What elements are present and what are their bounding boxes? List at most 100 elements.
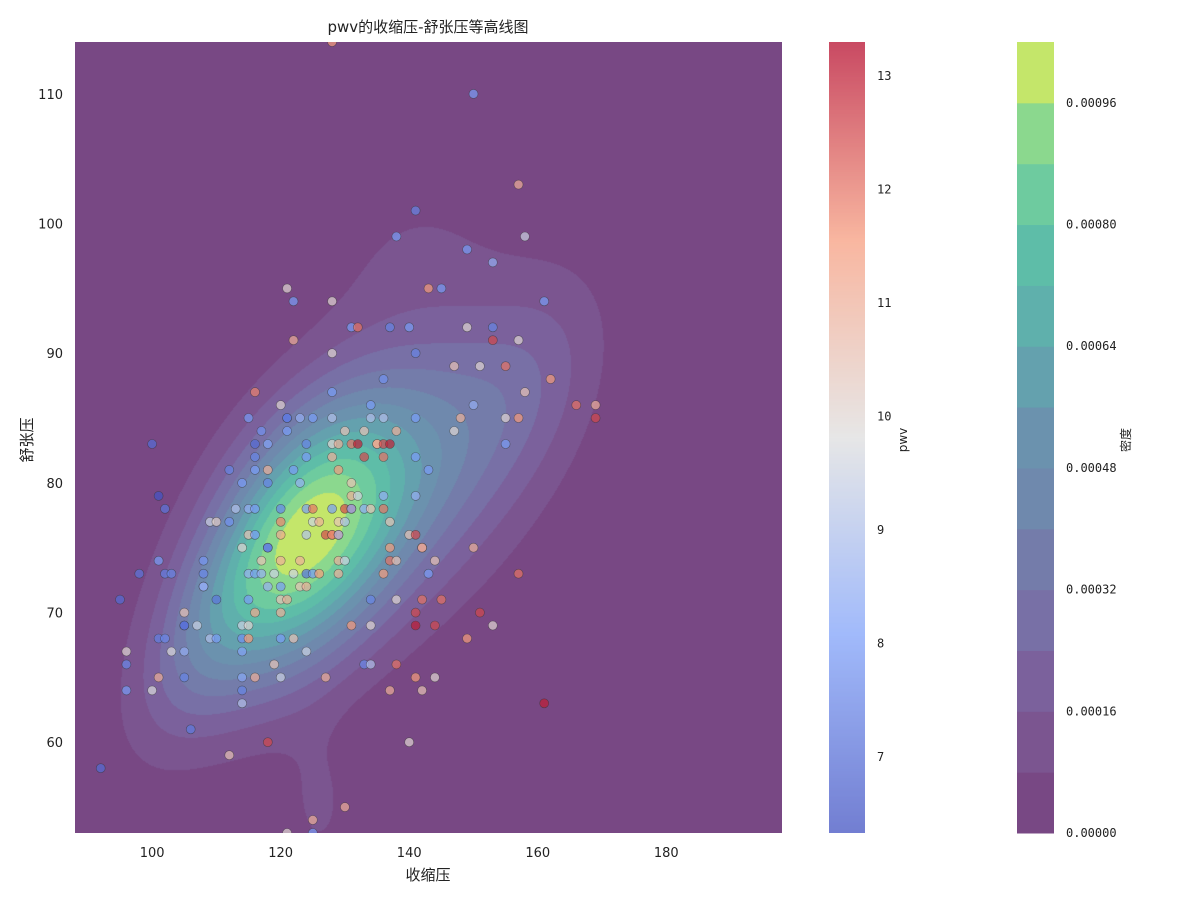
scatter-point (545, 374, 556, 384)
density-colorbar-level (1017, 224, 1054, 286)
scatter-point (314, 516, 325, 527)
density-colorbar-label: 密度 (1118, 428, 1133, 452)
x-axis: 100 120 140 160 180 (140, 846, 679, 861)
pwv-colorbar-tick: 8 (877, 636, 884, 650)
scatter-point (449, 361, 460, 372)
scatter-point (160, 633, 170, 644)
scatter-point (160, 503, 170, 514)
scatter-point (462, 244, 472, 255)
scatter-point (237, 646, 247, 657)
scatter-point (385, 685, 395, 696)
scatter-point (462, 322, 472, 333)
scatter-point (262, 542, 273, 553)
scatter-point (487, 335, 498, 346)
x-tick-label: 120 (268, 846, 293, 861)
scatter-point (262, 737, 273, 748)
scatter-point (327, 413, 337, 423)
scatter-point (430, 620, 440, 631)
scatter-point (436, 594, 447, 605)
scatter-point (346, 478, 357, 488)
scatter-point (449, 426, 460, 436)
scatter-point (327, 42, 337, 47)
scatter-point (269, 568, 280, 579)
scatter-point (288, 465, 299, 475)
scatter-point (391, 659, 402, 670)
scatter-point (539, 296, 550, 307)
scatter-point (340, 555, 350, 566)
scatter-point (436, 283, 447, 294)
scatter-point (430, 672, 440, 683)
density-colorbar-level (1017, 650, 1054, 712)
scatter-point (410, 452, 421, 462)
scatter-point (275, 503, 286, 514)
scatter-point (378, 491, 389, 501)
scatter-point (423, 465, 434, 475)
scatter-point (275, 516, 286, 527)
density-colorbar-level (1017, 772, 1054, 834)
scatter-point (385, 322, 395, 333)
scatter-point (378, 374, 389, 384)
scatter-point (250, 452, 260, 462)
density-colorbar-tick: 0.00016 (1066, 704, 1117, 718)
density-colorbar-level (1017, 528, 1054, 591)
scatter-point (237, 542, 247, 553)
pwv-colorbar-label: pwv (896, 428, 910, 453)
scatter-point (121, 646, 132, 657)
scatter-point (282, 828, 292, 833)
scatter-point (307, 503, 318, 514)
scatter-point (475, 607, 485, 618)
density-colorbar-tick: 0.00048 (1066, 461, 1117, 475)
pwv-colorbar-tick: 10 (877, 410, 891, 424)
density-colorbar-tick: 0.00080 (1066, 218, 1117, 232)
scatter-point (243, 594, 254, 605)
scatter-point (333, 568, 344, 579)
scatter-point (211, 516, 222, 527)
density-colorbar-levels (1017, 42, 1054, 834)
scatter-point (179, 620, 190, 631)
scatter-point (352, 322, 363, 333)
scatter-point (346, 620, 357, 631)
scatter-point (352, 439, 363, 449)
scatter-point (340, 802, 350, 812)
scatter-point (250, 607, 260, 618)
scatter-point (275, 581, 286, 592)
scatter-point (198, 568, 209, 579)
scatter-point (147, 685, 157, 696)
scatter-point (262, 439, 273, 449)
scatter-point (410, 607, 421, 618)
density-colorbar-level (1017, 407, 1054, 469)
scatter-point (295, 478, 305, 488)
scatter-point (301, 439, 312, 449)
scatter-point (275, 672, 286, 683)
scatter-point (211, 594, 222, 605)
density-colorbar: 0.00000 0.00016 0.00032 0.00048 0.00064 0.000… (1017, 42, 1133, 840)
scatter-point (340, 426, 350, 436)
density-colorbar-level (1017, 346, 1054, 408)
scatter-point (520, 387, 530, 397)
scatter-point (468, 542, 479, 553)
y-tick-label: 60 (46, 736, 63, 751)
pwv-colorbar-tick: 13 (877, 69, 891, 83)
density-colorbar-level (1017, 285, 1054, 347)
scatter-point (301, 646, 312, 657)
scatter-point (462, 633, 472, 644)
scatter-point (385, 516, 395, 527)
scatter-points (95, 42, 601, 833)
scatter-point (243, 620, 254, 631)
scatter-point (237, 685, 247, 696)
scatter-point (417, 685, 427, 696)
y-tick-label: 110 (38, 88, 63, 103)
scatter-point (282, 594, 292, 605)
pwv-colorbar-tick: 9 (877, 523, 884, 537)
scatter-point (487, 322, 498, 333)
chart-title: pwv的收缩压-舒张压等高线图 (327, 18, 528, 36)
density-colorbar-tick: 0.00000 (1066, 826, 1117, 840)
scatter-point (224, 750, 235, 761)
scatter-point (404, 322, 415, 333)
scatter-point (378, 413, 389, 423)
scatter-point (513, 568, 524, 579)
scatter-point (153, 672, 164, 683)
scatter-point (282, 413, 292, 423)
scatter-point (385, 542, 395, 553)
